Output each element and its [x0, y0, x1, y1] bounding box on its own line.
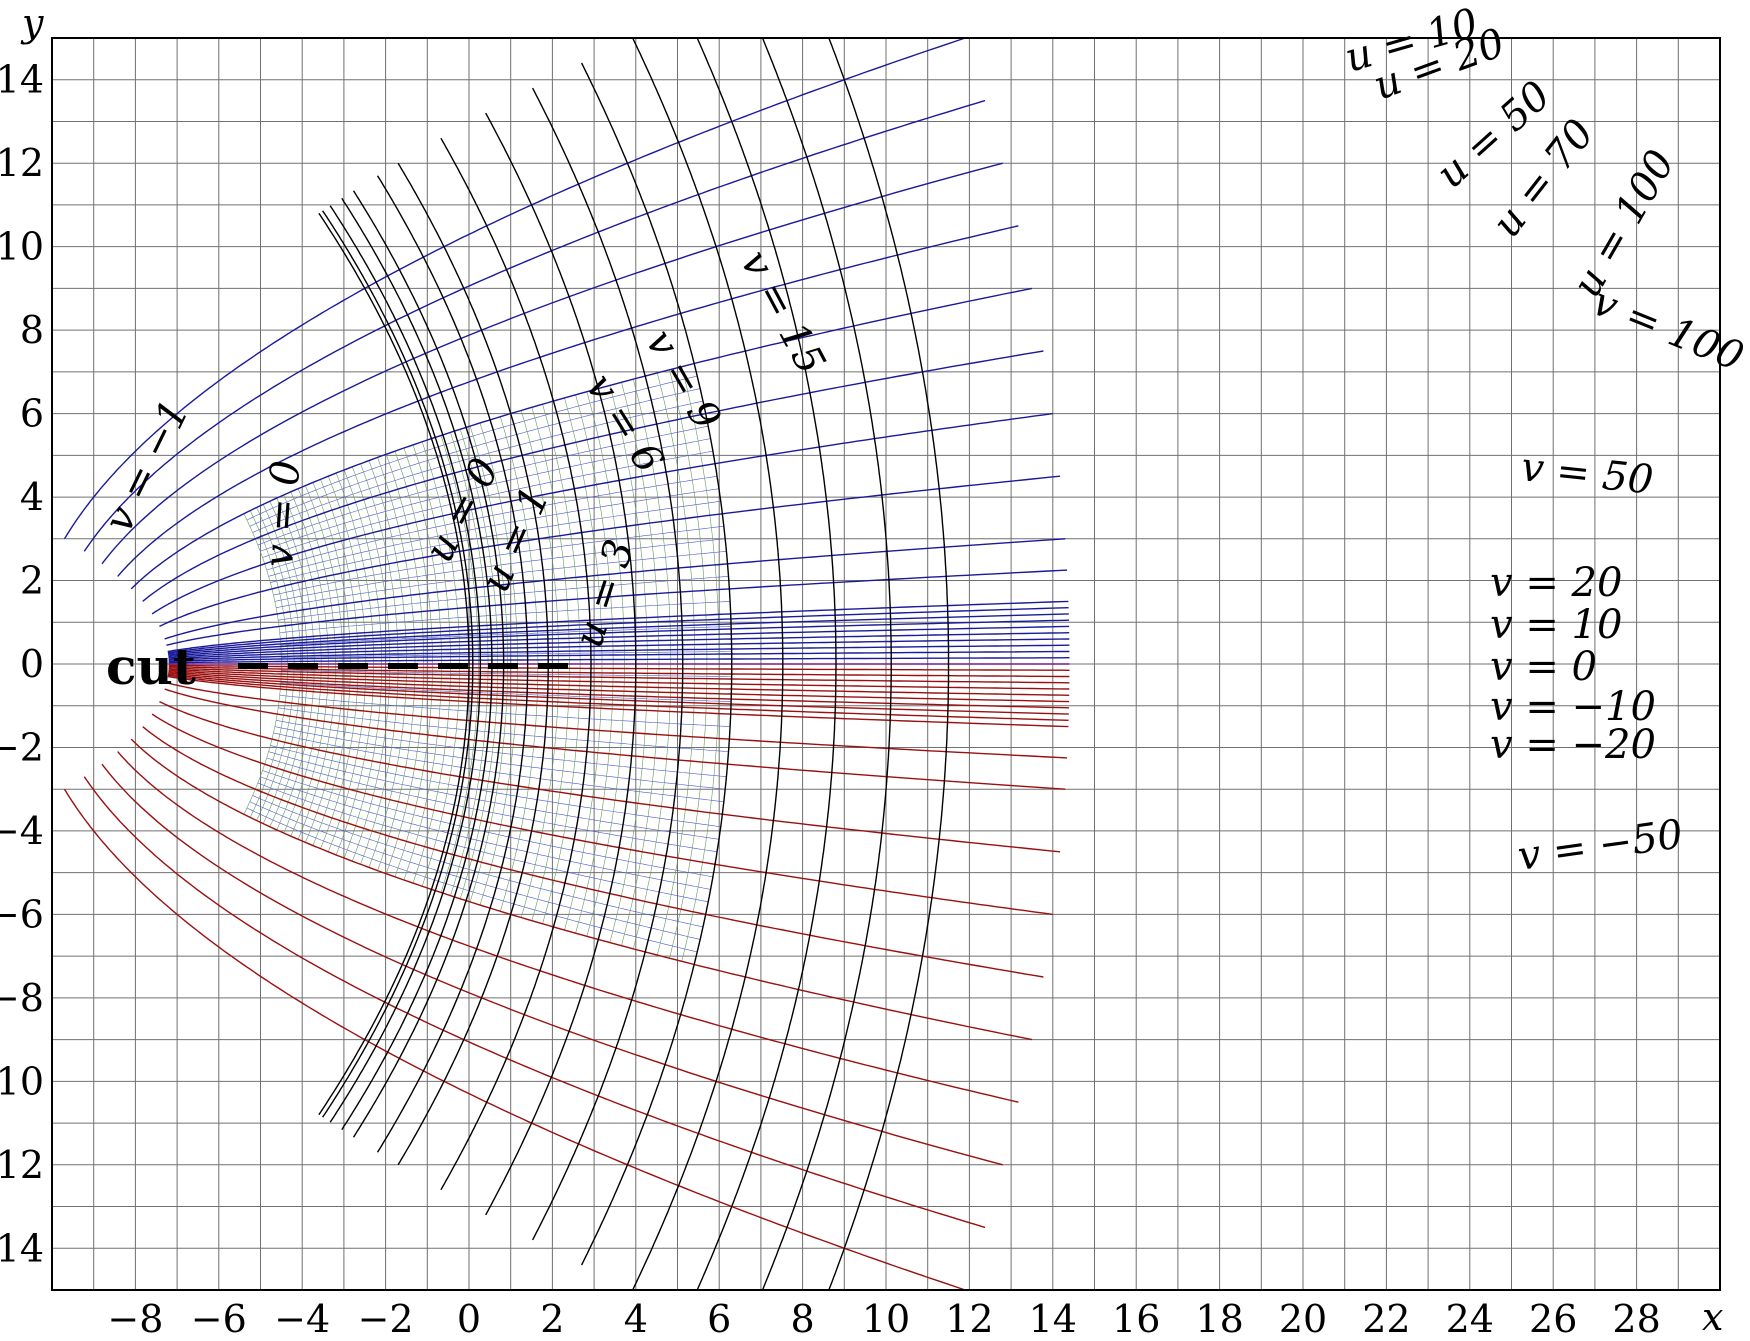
v-curve-upper — [117, 225, 1019, 577]
u-curve-lower — [761, 664, 892, 1290]
u-curve-lower — [632, 664, 784, 1290]
y-tick-label: 0 — [20, 642, 44, 686]
u-curve-lower — [580, 664, 733, 1266]
y-tick-label: 6 — [20, 392, 44, 436]
u-curve-upper — [632, 38, 784, 664]
v-curve-lower — [151, 713, 1053, 916]
u-curve-upper — [318, 212, 470, 664]
v-curve-lower — [83, 776, 986, 1229]
u-curve-upper — [322, 210, 474, 664]
u-curve-upper — [531, 87, 684, 664]
y-tick-label: 4 — [20, 475, 44, 519]
fine-mesh-line — [264, 763, 716, 865]
u-curve-lower — [828, 664, 950, 1290]
u-curve-lower — [397, 664, 549, 1166]
x-tick-label: 22 — [1362, 1297, 1410, 1341]
label-v-m1: v = −1 — [96, 393, 199, 539]
x-tick-label: 8 — [791, 1297, 815, 1341]
u-curve-upper — [329, 205, 482, 665]
y-tick-label: 10 — [0, 225, 44, 269]
u-curve-upper — [828, 38, 950, 664]
u-curve-lower — [485, 664, 637, 1216]
u-curve-upper — [580, 62, 733, 664]
x-tick-label: −2 — [358, 1297, 414, 1341]
u-curve-lower — [318, 664, 470, 1116]
y-tick-label: −10 — [0, 1059, 44, 1103]
x-tick-label: 14 — [1029, 1297, 1077, 1341]
x-tick-label: 26 — [1529, 1297, 1577, 1341]
v-curve-lower — [117, 751, 1019, 1103]
x-axis-name: x — [1702, 1295, 1723, 1339]
u-curve-lower — [531, 664, 684, 1241]
x-tick-label: 10 — [862, 1297, 910, 1341]
label-v-20: v = 20 — [1490, 560, 1622, 606]
v-curve-upper — [83, 99, 986, 552]
x-tick-label: 12 — [945, 1297, 993, 1341]
u-curve-lower — [440, 664, 592, 1191]
y-tick-label: 2 — [20, 559, 44, 603]
u-curve-upper — [352, 190, 505, 664]
v-curve-lower — [142, 726, 1044, 978]
label-v-m20: v = −20 — [1490, 722, 1656, 768]
label-v-15: v = 15 — [731, 243, 834, 382]
u-curve-upper — [440, 137, 592, 664]
u-curve-lower — [322, 664, 474, 1118]
u-curve-lower — [696, 664, 837, 1290]
x-tick-label: 28 — [1612, 1297, 1660, 1341]
label-v-0: v = 0 — [1490, 644, 1597, 690]
u-curve-lower — [352, 664, 505, 1138]
x-tick-label: 2 — [540, 1297, 564, 1341]
x-tick-label: −4 — [274, 1297, 330, 1341]
x-tick-label: 24 — [1446, 1297, 1494, 1341]
u-curve-upper — [485, 112, 637, 664]
fine-mesh-line — [277, 713, 728, 765]
label-u-100: u = 100 — [1564, 143, 1684, 305]
x-tick-label: −6 — [191, 1297, 247, 1341]
y-tick-label: −12 — [0, 1143, 44, 1187]
y-tick-label: −4 — [0, 809, 44, 853]
label-v-m50: v = −50 — [1515, 811, 1686, 880]
y-axis-name: y — [20, 1, 44, 45]
u-curve-upper — [376, 175, 529, 664]
branch-cut: cut — [106, 637, 575, 696]
fine-mesh-line — [268, 751, 719, 840]
u-curve-upper — [696, 38, 837, 664]
label-v-100: v = 100 — [1586, 279, 1750, 381]
y-tick-label: −2 — [0, 725, 44, 769]
label-v-0-left: v = 0 — [256, 459, 309, 569]
x-tick-label: 0 — [457, 1297, 481, 1341]
u-curve-upper — [397, 162, 549, 664]
tick-labels: −8−6−4−20246810121416182022242628−14−12−… — [0, 58, 1661, 1341]
y-tick-label: 12 — [0, 141, 44, 185]
coordinate-curves — [63, 38, 1070, 1290]
cut-label: cut — [106, 637, 196, 696]
y-tick-label: 8 — [20, 308, 44, 352]
u-curve-lower — [376, 664, 529, 1153]
u-curve-upper — [341, 197, 493, 664]
x-tick-label: 6 — [707, 1297, 731, 1341]
x-tick-label: −8 — [107, 1297, 163, 1341]
x-tick-label: 4 — [624, 1297, 648, 1341]
label-v-10: v = 10 — [1490, 602, 1622, 648]
y-tick-label: −14 — [0, 1226, 44, 1270]
label-v-m10: v = −10 — [1490, 684, 1656, 730]
u-curve-lower — [341, 664, 493, 1131]
x-tick-label: 18 — [1195, 1297, 1243, 1341]
u-curve-lower — [329, 663, 482, 1123]
y-tick-label: −8 — [0, 976, 44, 1020]
label-v-50: v = 50 — [1519, 444, 1656, 504]
x-tick-label: 20 — [1279, 1297, 1327, 1341]
x-tick-label: 16 — [1112, 1297, 1160, 1341]
y-tick-label: 14 — [0, 58, 44, 102]
plot-frame — [51, 37, 1721, 1291]
y-tick-label: −6 — [0, 892, 44, 936]
u-curve-upper — [761, 38, 892, 664]
